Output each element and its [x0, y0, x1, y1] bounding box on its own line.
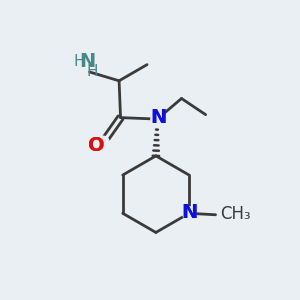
- Text: N: N: [181, 202, 197, 222]
- Circle shape: [183, 207, 196, 220]
- Circle shape: [96, 136, 110, 149]
- Text: N: N: [79, 52, 95, 71]
- Circle shape: [151, 112, 164, 126]
- Text: N: N: [150, 108, 167, 128]
- Text: O: O: [88, 136, 105, 155]
- Text: O: O: [88, 136, 105, 155]
- Text: CH₃: CH₃: [220, 205, 250, 223]
- Text: H: H: [87, 64, 98, 80]
- Text: N: N: [150, 108, 167, 128]
- Text: N: N: [181, 202, 197, 222]
- Text: H: H: [73, 54, 85, 69]
